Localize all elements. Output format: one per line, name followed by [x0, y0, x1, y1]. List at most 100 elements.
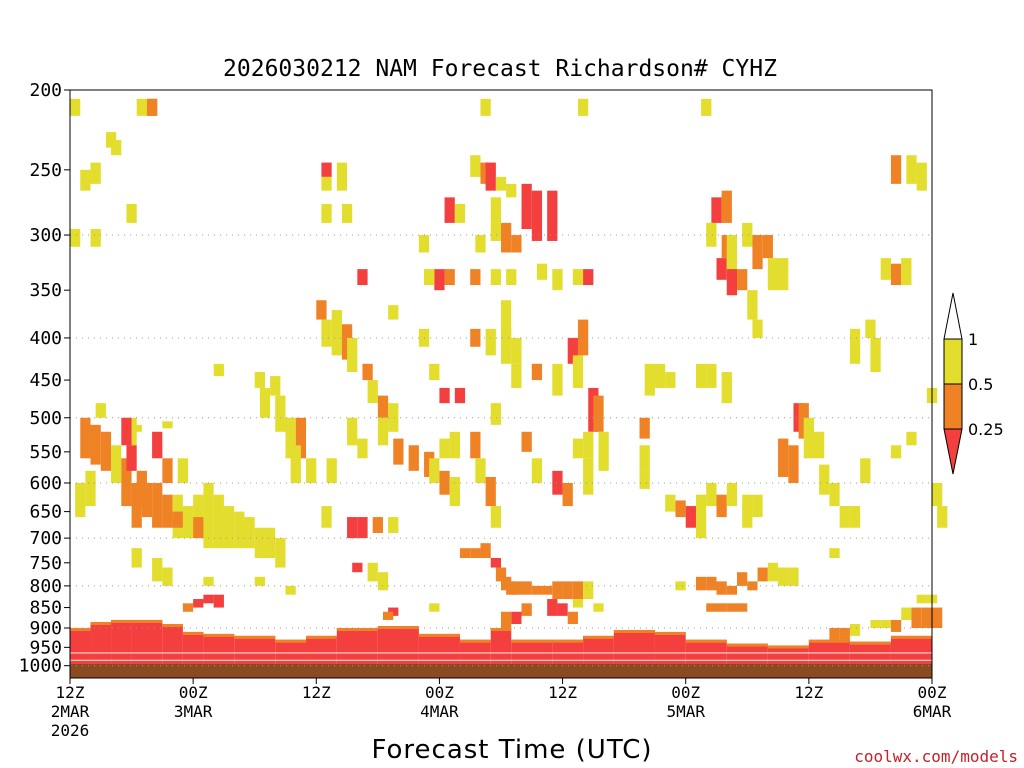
- ri-cell: [839, 628, 850, 640]
- ri-cell: [490, 506, 501, 528]
- ri-cell: [357, 517, 368, 539]
- legend-label: 0.25: [968, 420, 1004, 439]
- ri-cell: [531, 458, 543, 483]
- ri-cell: [111, 139, 122, 156]
- y-tick-label: 350: [29, 280, 62, 301]
- ri-cell: [572, 599, 584, 608]
- ri-cell: [762, 235, 773, 259]
- ri-cell: [849, 624, 861, 636]
- ri-cell: [639, 417, 650, 439]
- boundary-layer-edge: [490, 628, 512, 632]
- ri-cell: [429, 363, 440, 381]
- ri-cell: [829, 548, 840, 558]
- ri-cell: [639, 445, 650, 471]
- ri-cell: [572, 355, 584, 388]
- boundary-layer-edge: [726, 643, 768, 647]
- ri-cell: [275, 395, 286, 432]
- ri-cell: [577, 98, 589, 116]
- ri-cell: [726, 235, 738, 280]
- heatmap-cells: [70, 98, 948, 640]
- ri-cell: [388, 607, 399, 616]
- ri-cell: [562, 482, 573, 507]
- ri-cell: [567, 337, 578, 364]
- ri-cell: [778, 567, 789, 586]
- ri-cell: [321, 162, 332, 177]
- ri-cell: [870, 619, 881, 629]
- ri-cell: [716, 258, 727, 280]
- ri-cell: [382, 611, 394, 620]
- ri-cell: [747, 290, 758, 320]
- ri-cell: [162, 458, 173, 483]
- boundary-layer-edge: [234, 635, 276, 639]
- ri-cell: [742, 494, 753, 528]
- legend-over-arrow: [943, 292, 963, 340]
- ri-cell: [890, 619, 902, 632]
- ri-cell: [105, 132, 117, 148]
- y-tick-label: 1000: [19, 656, 62, 677]
- ri-cell: [511, 235, 522, 253]
- ground-layer: [70, 619, 932, 678]
- ri-cell: [182, 603, 194, 612]
- ri-cell: [490, 197, 501, 223]
- ri-cell: [711, 197, 722, 223]
- ri-cell: [839, 506, 850, 528]
- ri-cell: [213, 494, 224, 549]
- ri-cell: [470, 328, 481, 347]
- ri-cell: [100, 431, 112, 471]
- ri-cell: [901, 607, 912, 620]
- ri-cell: [495, 567, 507, 582]
- x-tick-label: 12Z: [56, 683, 85, 702]
- x-tick-label: 00Z: [671, 683, 700, 702]
- ri-cell: [644, 363, 655, 396]
- ri-cell: [193, 494, 204, 539]
- x-tick-label: 12Z: [794, 683, 823, 702]
- ri-cell: [562, 581, 573, 600]
- x-tick-label: 12Z: [548, 683, 577, 702]
- boundary-layer-edge: [552, 639, 584, 643]
- x-tick-label: 4MAR: [420, 702, 459, 721]
- ri-cell: [418, 235, 430, 253]
- ri-cell: [439, 470, 450, 495]
- ri-cell: [752, 494, 763, 518]
- ri-cell: [572, 438, 584, 459]
- ri-cell: [388, 517, 399, 533]
- ri-cell: [434, 269, 445, 291]
- ri-cell: [162, 421, 173, 429]
- boundary-layer-edge: [131, 619, 163, 623]
- ri-cell: [506, 269, 517, 286]
- ri-cell: [126, 445, 137, 471]
- ri-cell: [244, 517, 255, 549]
- ri-cell: [377, 417, 389, 446]
- ri-cell: [490, 222, 501, 241]
- ri-cell: [726, 585, 738, 595]
- ri-cell: [726, 269, 738, 296]
- ri-cell: [424, 269, 435, 286]
- ri-cell: [347, 517, 358, 539]
- ri-cell: [531, 585, 543, 595]
- boundary-layer-edge: [849, 641, 891, 645]
- ri-cell: [788, 567, 799, 586]
- x-tick-label: 3MAR: [174, 702, 213, 721]
- y-tick-label: 950: [29, 637, 62, 658]
- legend-swatch: [943, 338, 963, 385]
- ri-cell: [706, 576, 717, 591]
- ri-cell: [921, 607, 932, 629]
- ri-cell: [254, 576, 265, 586]
- legend-under-arrow: [943, 428, 963, 475]
- ri-cell: [336, 162, 348, 191]
- ri-cell: [572, 269, 584, 286]
- ri-cell: [531, 190, 543, 241]
- ri-cell: [352, 562, 363, 573]
- y-tick-label: 450: [29, 370, 62, 391]
- boundary-layer-edge: [613, 629, 655, 633]
- ri-cell: [511, 611, 522, 625]
- ri-cell: [85, 470, 96, 507]
- ri-cell: [737, 572, 748, 586]
- boundary-layer-edge: [70, 628, 91, 632]
- ri-cell: [388, 403, 399, 432]
- ri-cell: [470, 431, 481, 459]
- ri-cell: [372, 517, 383, 533]
- ri-cell: [470, 548, 481, 558]
